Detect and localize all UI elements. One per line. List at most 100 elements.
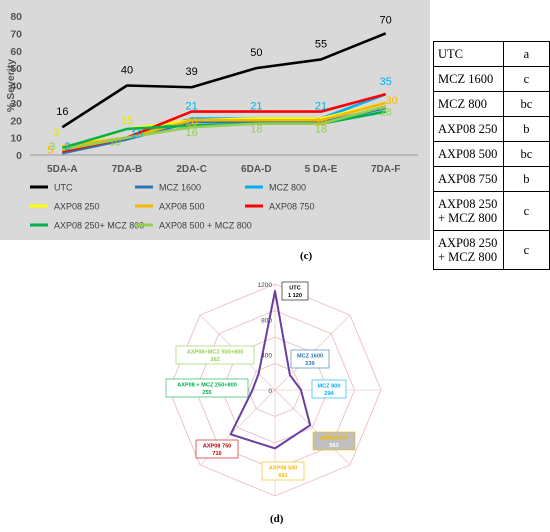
table-row: AXP08 250 + MCZ 800 c [433, 191, 550, 231]
y-tick-label: 60 [10, 46, 22, 58]
data-label: 18 [250, 124, 262, 136]
data-label: 21 [250, 101, 262, 113]
group-cell: c [502, 191, 550, 231]
y-tick-label: 20 [10, 115, 22, 127]
data-label: 5 [47, 144, 53, 156]
y-tick-label: 80 [10, 11, 22, 23]
group-cell: c [502, 230, 550, 270]
data-label: 21 [315, 101, 327, 113]
radar-axis-label: AXP08 750 [203, 444, 232, 450]
group-cell: b [502, 166, 550, 192]
legend-label: AXP08 500 + MCZ 800 [159, 221, 252, 231]
treatment-cell: AXP08 500 [433, 141, 504, 167]
radar-tick-label: 800 [261, 317, 272, 324]
group-cell: b [502, 116, 550, 142]
radar-axis-label: AXP08+MCZ 500+800 [187, 350, 244, 356]
table-row: AXP08 750 b [433, 166, 550, 192]
radar-value-label: 710 [212, 451, 221, 457]
data-label: 28 [380, 106, 392, 118]
treatment-cell: UTC [433, 41, 504, 67]
data-label: 3 [64, 141, 70, 153]
radar-value-label: 294 [324, 391, 334, 397]
y-tick-label: 0 [16, 150, 22, 162]
radar-label-box [311, 379, 347, 399]
group-cell: c [502, 66, 550, 92]
radar-axis-label: AXP08 + MCZ 250+800 [177, 383, 237, 389]
data-label: 10 [131, 129, 143, 141]
treatment-cell: AXP08 250 + MCZ 800 [433, 191, 504, 231]
radar-spoke [274, 389, 351, 466]
data-label: 20 [186, 116, 198, 128]
data-label: 18 [315, 124, 327, 136]
data-label: 20 [315, 116, 327, 128]
data-label: 55 [315, 38, 327, 50]
radar-value-label: 563 [329, 443, 338, 449]
radar-tick-label: 400 [261, 353, 272, 360]
radar-value-label: 1 120 [288, 293, 302, 299]
treatment-cell: MCZ 1600 [433, 66, 504, 92]
radar-axis-label: UTC [289, 286, 301, 292]
data-label: 40 [121, 65, 133, 77]
legend-label: AXP08 750 [269, 202, 315, 212]
radar-axis-label: AXP08 250 [320, 436, 349, 442]
treatment-cell: AXP08 250 + MCZ 800 [433, 230, 504, 270]
group-cell: bc [502, 141, 550, 167]
radar-tick-label: 1200 [258, 282, 273, 289]
data-label: 10 [109, 137, 121, 149]
significance-table: UTC a MCZ 1600 c MCZ 800 bc AXP08 250 b AXP08 50… [433, 41, 550, 270]
y-tick-label: 70 [10, 28, 22, 40]
x-tick-label: 5 DA-E [305, 164, 338, 175]
table-row: AXP08 250 b [433, 116, 550, 142]
radar-label-box [281, 281, 309, 301]
data-label: 3 [53, 127, 59, 139]
group-cell: a [502, 41, 550, 67]
radar-axis-label: AXP08 500 [269, 466, 298, 472]
x-tick-label: 7DA-F [371, 164, 400, 175]
y-tick-label: 40 [10, 81, 22, 93]
x-tick-label: 2DA-C [176, 164, 207, 175]
x-tick-label: 5DA-A [47, 164, 78, 175]
legend-label: AXP08 250+ MCZ 800 [54, 221, 144, 231]
x-tick-label: 7DA-B [112, 164, 143, 175]
radar-label-box [195, 439, 239, 459]
radar-value-label: 255 [202, 390, 211, 396]
treatment-cell: AXP08 750 [433, 166, 504, 192]
series-line-7 [62, 105, 387, 152]
data-label: 50 [250, 47, 262, 59]
radar-axis-label: MCZ 1600 [297, 354, 323, 360]
series-line-0 [61, 32, 387, 129]
y-tick-label: 10 [10, 133, 22, 145]
radar-data-polygon [229, 290, 312, 450]
y-axis-title: % Severity [5, 59, 17, 112]
data-label: 3 [49, 141, 55, 153]
radar-axis-label: MCZ 800 [317, 384, 340, 390]
group-cell: bc [502, 91, 550, 117]
radar-label-box [290, 349, 330, 369]
data-label: 21 [186, 101, 198, 113]
radar-value-label: 239 [305, 361, 314, 367]
severity-line-chart: 0 10 20 30 40 50 60 70 80 5DA-A 7DA-B 2DA-C 6DA-D 5 D… [0, 0, 430, 240]
y-tick-label: 50 [10, 63, 22, 75]
x-tick-label: 6DA-D [241, 164, 272, 175]
radar-label-box [165, 378, 249, 398]
table-row: AXP08 250 + MCZ 800 c [433, 230, 550, 270]
table-row: MCZ 800 bc [433, 91, 550, 117]
radar-value-label: 661 [278, 473, 287, 479]
data-label: 39 [186, 66, 198, 78]
data-label: 70 [380, 14, 392, 26]
data-label: 15 [121, 115, 133, 127]
radar-label-box [175, 345, 255, 365]
legend-label: MCZ 800 [269, 183, 306, 193]
data-label: 16 [186, 127, 198, 139]
treatment-cell: AXP08 250 [433, 116, 504, 142]
caption-c: (c) [300, 250, 313, 262]
radar-label-box [312, 431, 356, 451]
radar-tick-label: 0 [268, 388, 272, 395]
treatment-cell: MCZ 800 [433, 91, 504, 117]
data-label: 35 [380, 76, 392, 88]
radar-label-box [261, 461, 305, 481]
legend-label: UTC [54, 183, 73, 193]
y-tick-label: 30 [10, 98, 22, 110]
caption-d: (d) [270, 513, 284, 525]
